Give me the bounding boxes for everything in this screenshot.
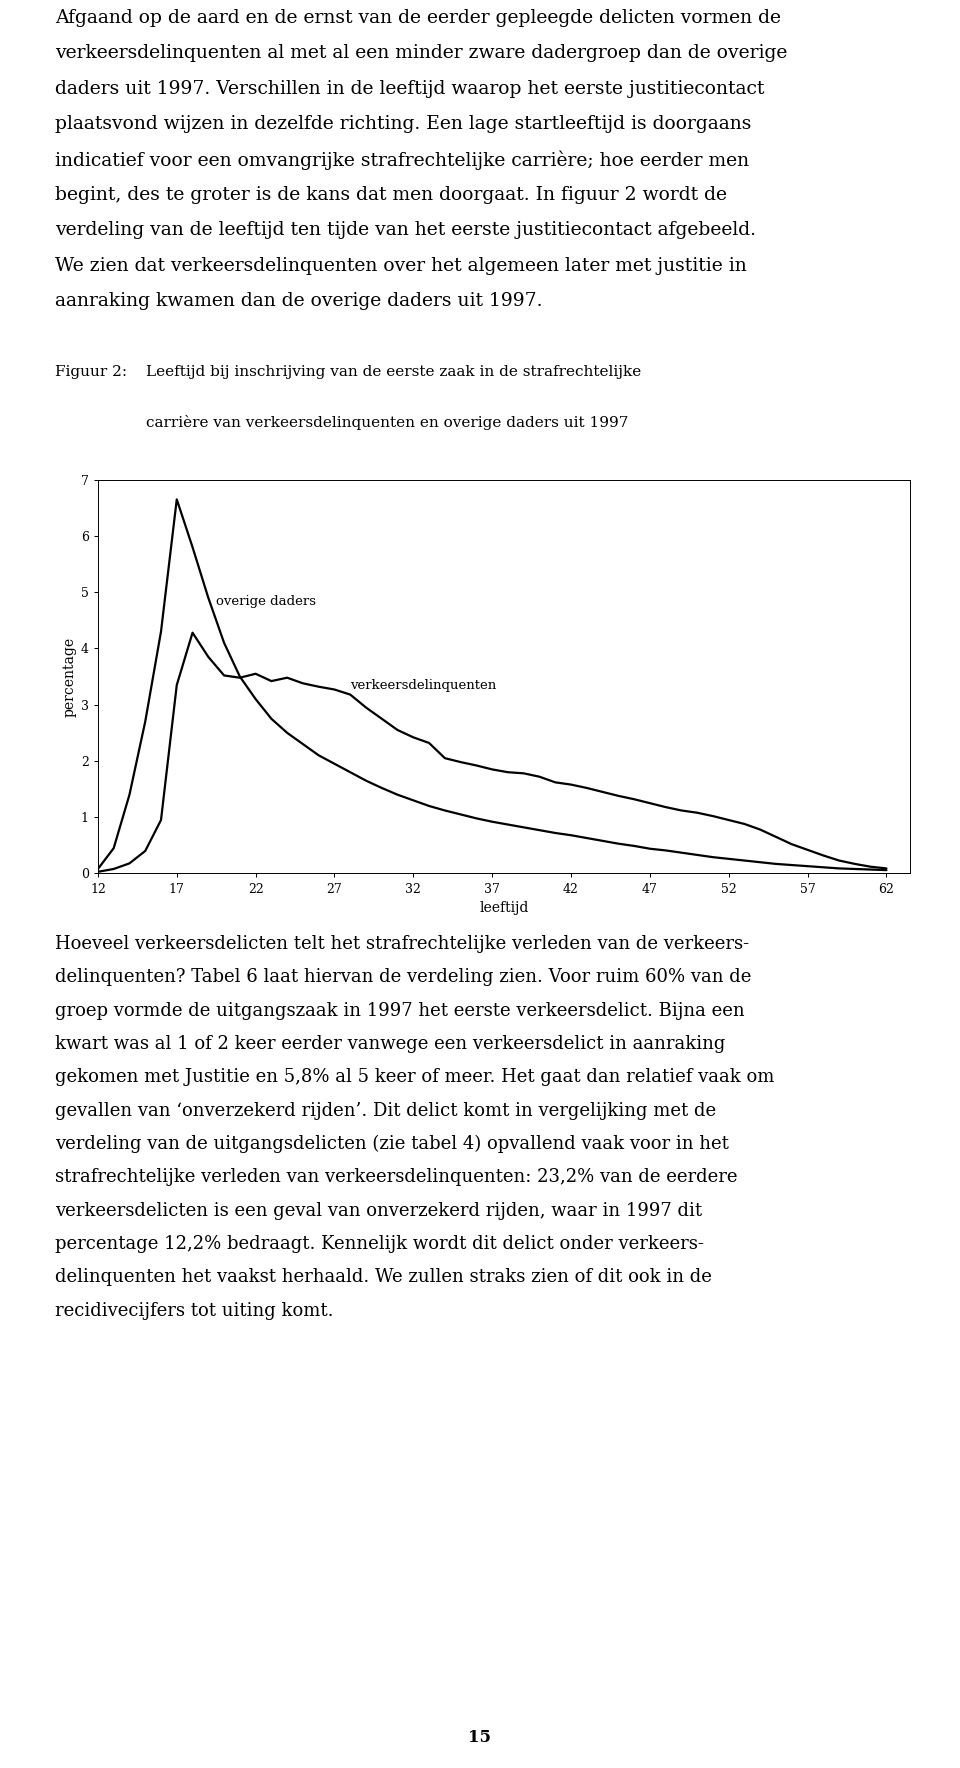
- Text: verkeersdelinquenten al met al een minder zware dadergroep dan de overige: verkeersdelinquenten al met al een minde…: [55, 44, 787, 62]
- Text: indicatief voor een omvangrijke strafrechtelijke carrière; hoe eerder men: indicatief voor een omvangrijke strafrec…: [55, 150, 749, 170]
- Text: verkeersdelinquenten: verkeersdelinquenten: [350, 679, 496, 691]
- Text: percentage 12,2% bedraagt. Kennelijk wordt dit delict onder verkeers-: percentage 12,2% bedraagt. Kennelijk wor…: [55, 1236, 704, 1254]
- Text: gevallen van ‘onverzekerd rijden’. Dit delict komt in vergelijking met de: gevallen van ‘onverzekerd rijden’. Dit d…: [55, 1101, 716, 1119]
- Text: verdeling van de leeftijd ten tijde van het eerste justitiecontact afgebeeld.: verdeling van de leeftijd ten tijde van …: [55, 221, 756, 239]
- Text: delinquenten het vaakst herhaald. We zullen straks zien of dit ook in de: delinquenten het vaakst herhaald. We zul…: [55, 1268, 711, 1287]
- X-axis label: leeftijd: leeftijd: [479, 902, 529, 916]
- Text: Hoeveel verkeersdelicten telt het strafrechtelijke verleden van de verkeers-: Hoeveel verkeersdelicten telt het strafr…: [55, 935, 749, 953]
- Text: Leeftijd bij inschrijving van de eerste zaak in de strafrechtelijke: Leeftijd bij inschrijving van de eerste …: [146, 364, 640, 378]
- Text: overige daders: overige daders: [216, 594, 316, 608]
- Text: daders uit 1997. Verschillen in de leeftijd waarop het eerste justitiecontact: daders uit 1997. Verschillen in de leeft…: [55, 80, 764, 97]
- Text: verdeling van de uitgangsdelicten (zie tabel 4) opvallend vaak voor in het: verdeling van de uitgangsdelicten (zie t…: [55, 1135, 729, 1153]
- Text: plaatsvond wijzen in dezelfde richting. Een lage startleeftijd is doorgaans: plaatsvond wijzen in dezelfde richting. …: [55, 115, 751, 133]
- Text: verkeersdelicten is een geval van onverzekerd rijden, waar in 1997 dit: verkeersdelicten is een geval van onverz…: [55, 1202, 702, 1220]
- Text: 15: 15: [468, 1729, 492, 1747]
- Text: aanraking kwamen dan de overige daders uit 1997.: aanraking kwamen dan de overige daders u…: [55, 292, 542, 309]
- Text: delinquenten? Tabel 6 laat hiervan de verdeling zien. Voor ruim 60% van de: delinquenten? Tabel 6 laat hiervan de ve…: [55, 969, 751, 987]
- Text: begint, des te groter is de kans dat men doorgaat. In figuur 2 wordt de: begint, des te groter is de kans dat men…: [55, 186, 727, 203]
- Text: strafrechtelijke verleden van verkeersdelinquenten: 23,2% van de eerdere: strafrechtelijke verleden van verkeersde…: [55, 1169, 737, 1186]
- Text: We zien dat verkeersdelinquenten over het algemeen later met justitie in: We zien dat verkeersdelinquenten over he…: [55, 256, 747, 274]
- Text: carrière van verkeersdelinquenten en overige daders uit 1997: carrière van verkeersdelinquenten en ove…: [146, 415, 628, 430]
- Text: Figuur 2:: Figuur 2:: [55, 364, 127, 378]
- Y-axis label: percentage: percentage: [62, 636, 77, 716]
- Text: Afgaand op de aard en de ernst van de eerder gepleegde delicten vormen de: Afgaand op de aard en de ernst van de ee…: [55, 9, 780, 27]
- Text: gekomen met Justitie en 5,8% al 5 keer of meer. Het gaat dan relatief vaak om: gekomen met Justitie en 5,8% al 5 keer o…: [55, 1068, 774, 1086]
- Text: kwart was al 1 of 2 keer eerder vanwege een verkeersdelict in aanraking: kwart was al 1 of 2 keer eerder vanwege …: [55, 1034, 725, 1054]
- Text: groep vormde de uitgangszaak in 1997 het eerste verkeersdelict. Bijna een: groep vormde de uitgangszaak in 1997 het…: [55, 1002, 744, 1020]
- Text: recidivecijfers tot uiting komt.: recidivecijfers tot uiting komt.: [55, 1301, 333, 1319]
